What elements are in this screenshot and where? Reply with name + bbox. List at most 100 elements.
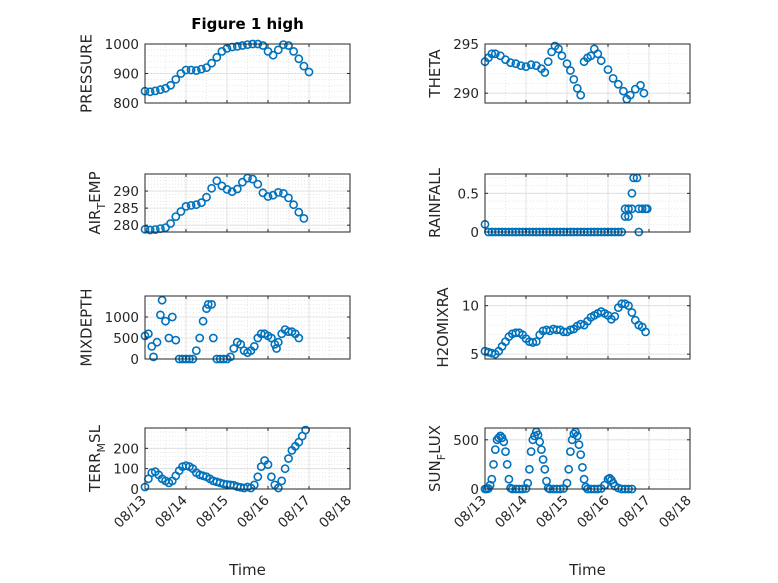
data-point bbox=[540, 68, 550, 77]
subplot-rainfall: 0 0.5 RAINFALL bbox=[426, 167, 691, 241]
y-tick-label: 0.5 bbox=[458, 186, 479, 202]
data-point bbox=[294, 333, 304, 343]
data-point bbox=[147, 341, 157, 351]
data-point bbox=[516, 61, 526, 70]
x-axis-label: Time bbox=[568, 561, 606, 579]
y-tick-label: 500 bbox=[453, 433, 479, 449]
data-point bbox=[569, 75, 579, 84]
data-point bbox=[499, 437, 509, 447]
data-point bbox=[528, 338, 538, 347]
data-point bbox=[620, 212, 630, 221]
y-tick-label: 280 bbox=[113, 218, 139, 234]
data-point bbox=[538, 455, 548, 464]
data-point bbox=[299, 61, 309, 71]
y-tick-label: 285 bbox=[113, 201, 139, 217]
y-axis-label: RAINFALL bbox=[426, 167, 444, 238]
data-point bbox=[155, 85, 165, 95]
data-point bbox=[490, 445, 500, 454]
data-point bbox=[207, 183, 216, 193]
data-point bbox=[176, 207, 186, 216]
data-point bbox=[145, 87, 155, 97]
data-point bbox=[294, 207, 304, 217]
y-tick-label: 290 bbox=[453, 86, 479, 102]
data-point bbox=[289, 200, 298, 210]
data-point bbox=[554, 44, 563, 54]
data-point bbox=[191, 66, 201, 75]
data-point bbox=[186, 200, 196, 210]
data-point bbox=[273, 45, 283, 55]
data-point bbox=[161, 316, 170, 326]
y-tick-label: 0 bbox=[470, 225, 479, 241]
data-point bbox=[273, 187, 283, 197]
data-point bbox=[562, 59, 572, 69]
y-tick-label: 10 bbox=[462, 299, 479, 315]
data-point bbox=[304, 67, 314, 77]
data-point bbox=[572, 431, 582, 441]
axes-background bbox=[145, 174, 350, 232]
data-point bbox=[523, 478, 533, 488]
data-point bbox=[237, 41, 247, 50]
data-point bbox=[191, 346, 201, 355]
data-point bbox=[249, 341, 259, 351]
axes-box bbox=[484, 295, 691, 360]
data-point bbox=[576, 90, 586, 100]
data-point bbox=[284, 454, 293, 463]
data-point bbox=[273, 483, 283, 493]
subplot-h2omixra: 5 10 H2OMIXRA bbox=[434, 287, 691, 368]
data-point bbox=[566, 447, 575, 456]
data-point bbox=[208, 333, 218, 343]
data-point bbox=[566, 66, 575, 75]
data-point bbox=[531, 337, 541, 346]
data-point bbox=[222, 184, 232, 194]
data-point bbox=[186, 65, 196, 75]
data-point bbox=[263, 192, 273, 201]
data-point bbox=[603, 65, 613, 74]
data-point bbox=[625, 90, 635, 100]
y-axis-label: THETA bbox=[426, 49, 444, 99]
data-point bbox=[149, 352, 158, 362]
data-point bbox=[150, 86, 160, 96]
data-point bbox=[642, 204, 652, 214]
axes-box bbox=[144, 427, 351, 490]
data-point bbox=[191, 200, 201, 210]
y-axis-label: PRESSURE bbox=[77, 34, 95, 113]
data-point bbox=[627, 188, 637, 198]
data-point bbox=[610, 311, 620, 321]
data-point bbox=[574, 440, 584, 450]
x-axis-label: Time bbox=[228, 561, 266, 579]
data-point bbox=[299, 213, 309, 223]
data-point bbox=[284, 193, 293, 203]
data-point bbox=[613, 79, 623, 89]
data-point bbox=[593, 49, 603, 59]
data-point bbox=[243, 40, 252, 49]
data-point bbox=[181, 65, 191, 75]
data-point bbox=[152, 337, 162, 347]
axes-box bbox=[144, 295, 351, 360]
y-tick-label: 900 bbox=[113, 67, 139, 83]
data-point bbox=[277, 476, 287, 486]
data-point bbox=[229, 344, 239, 353]
data-point bbox=[232, 42, 242, 51]
data-point bbox=[511, 59, 521, 69]
data-point bbox=[150, 225, 160, 234]
y-tick-label: 500 bbox=[113, 331, 139, 347]
data-point bbox=[227, 42, 237, 52]
y-axis-label: TERRMSL bbox=[86, 424, 108, 493]
data-point bbox=[624, 301, 633, 311]
y-tick-label: 290 bbox=[113, 184, 139, 200]
data-point bbox=[248, 174, 257, 184]
data-point bbox=[489, 459, 498, 469]
y-tick-label: 5 bbox=[470, 347, 479, 363]
data-point bbox=[166, 80, 175, 90]
data-point bbox=[564, 464, 574, 474]
data-point bbox=[195, 333, 205, 343]
data-point bbox=[207, 299, 216, 309]
data-point bbox=[294, 54, 304, 64]
data-point bbox=[203, 299, 213, 309]
data-point bbox=[155, 310, 165, 320]
y-axis-label: SUNFLUX bbox=[426, 425, 448, 492]
y-axis-label: H2OMIXRA bbox=[434, 287, 452, 368]
y-tick-label: 0 bbox=[130, 352, 139, 368]
